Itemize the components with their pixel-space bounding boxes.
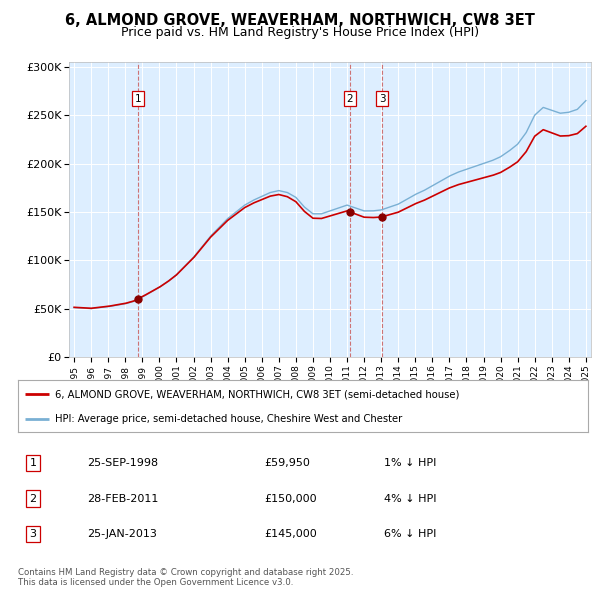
Text: Price paid vs. HM Land Registry's House Price Index (HPI): Price paid vs. HM Land Registry's House … xyxy=(121,26,479,39)
Text: £150,000: £150,000 xyxy=(264,494,317,503)
Text: 1: 1 xyxy=(29,458,37,468)
Text: HPI: Average price, semi-detached house, Cheshire West and Chester: HPI: Average price, semi-detached house,… xyxy=(55,414,403,424)
Text: £59,950: £59,950 xyxy=(264,458,310,468)
Text: 3: 3 xyxy=(29,529,37,539)
Text: 25-SEP-1998: 25-SEP-1998 xyxy=(87,458,158,468)
Text: 4% ↓ HPI: 4% ↓ HPI xyxy=(384,494,437,503)
Text: 3: 3 xyxy=(379,94,386,104)
Text: 6% ↓ HPI: 6% ↓ HPI xyxy=(384,529,436,539)
Text: 2: 2 xyxy=(346,94,353,104)
Text: 2: 2 xyxy=(29,494,37,503)
Text: 28-FEB-2011: 28-FEB-2011 xyxy=(87,494,158,503)
Text: 1: 1 xyxy=(134,94,141,104)
Text: 6, ALMOND GROVE, WEAVERHAM, NORTHWICH, CW8 3ET: 6, ALMOND GROVE, WEAVERHAM, NORTHWICH, C… xyxy=(65,13,535,28)
Text: 25-JAN-2013: 25-JAN-2013 xyxy=(87,529,157,539)
Text: 1% ↓ HPI: 1% ↓ HPI xyxy=(384,458,436,468)
Text: £145,000: £145,000 xyxy=(264,529,317,539)
Text: Contains HM Land Registry data © Crown copyright and database right 2025.
This d: Contains HM Land Registry data © Crown c… xyxy=(18,568,353,587)
Text: 6, ALMOND GROVE, WEAVERHAM, NORTHWICH, CW8 3ET (semi-detached house): 6, ALMOND GROVE, WEAVERHAM, NORTHWICH, C… xyxy=(55,389,460,399)
